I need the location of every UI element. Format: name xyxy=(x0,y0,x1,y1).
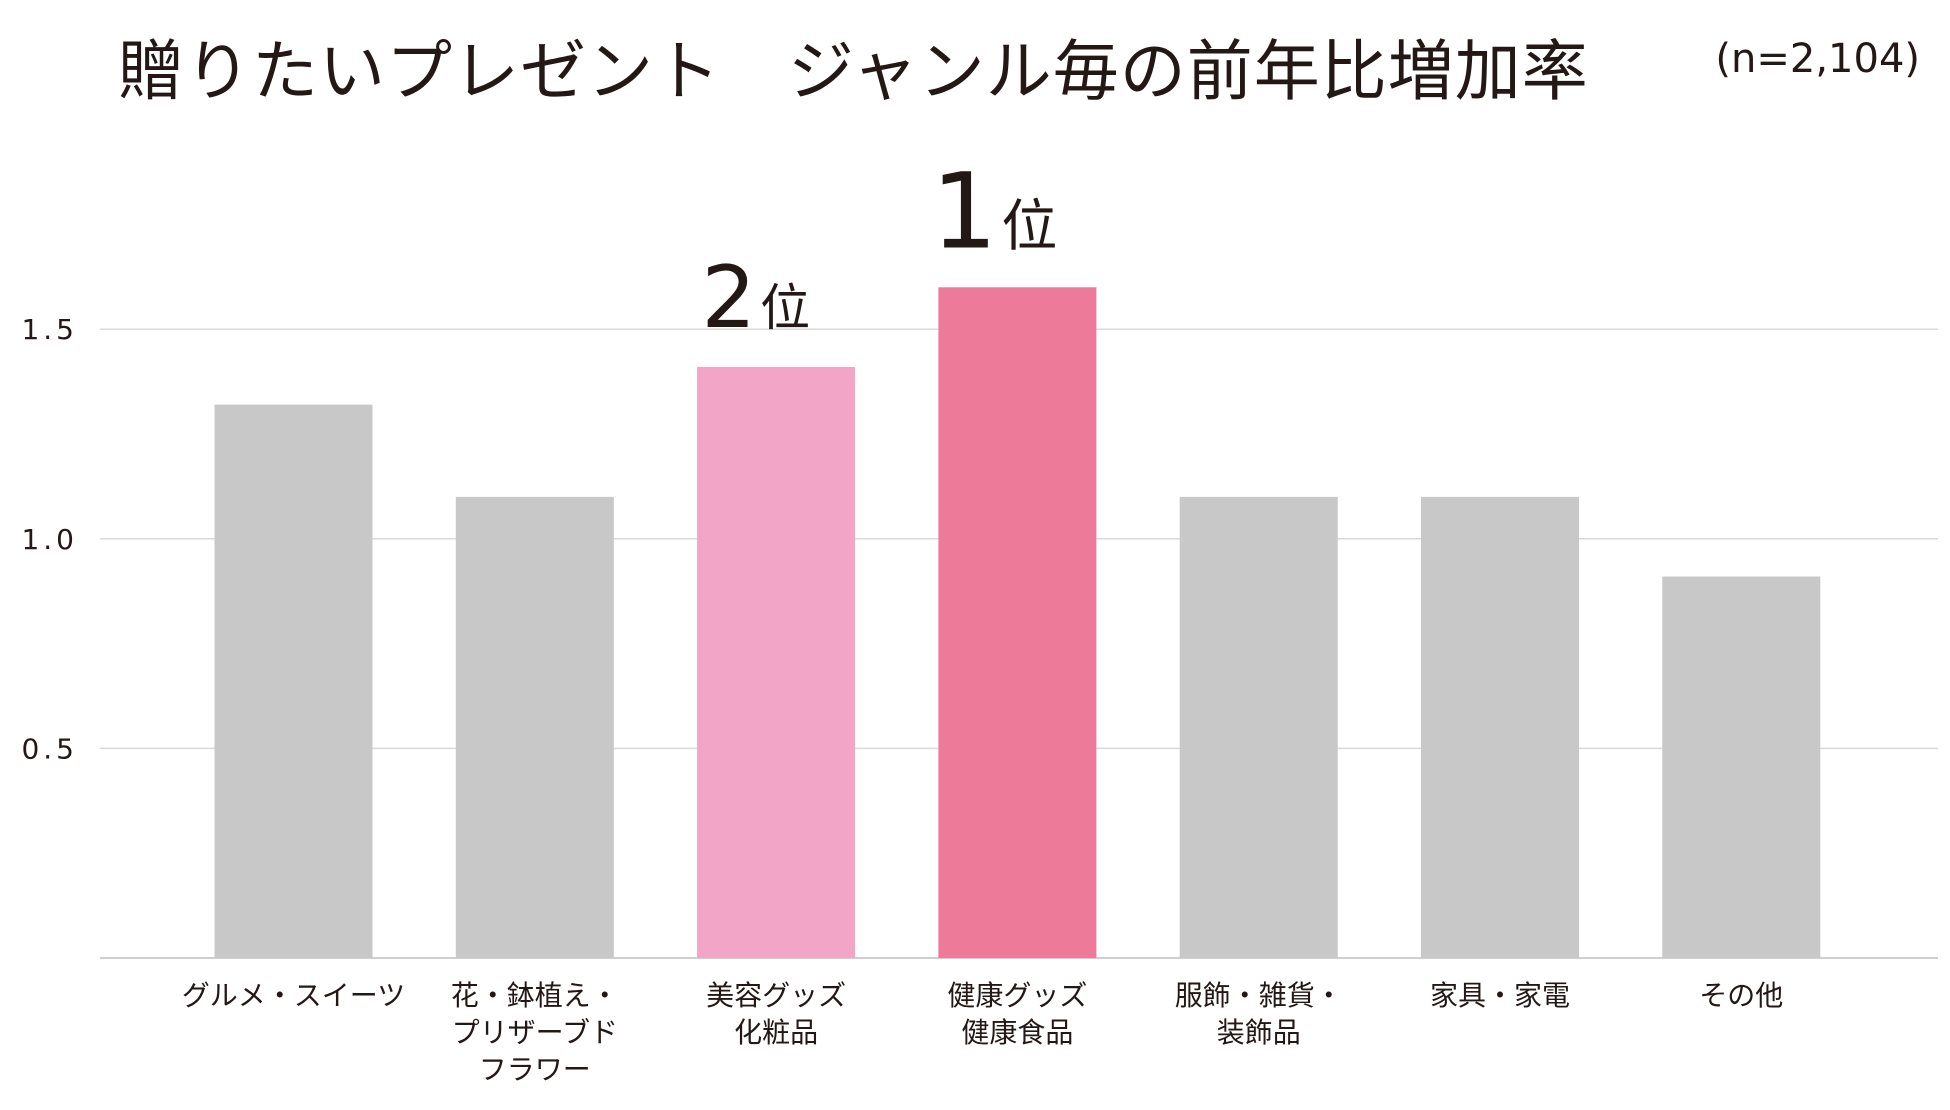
bar xyxy=(1662,576,1821,958)
x-tick-label: 家具・家電 xyxy=(1430,979,1570,1012)
bar xyxy=(697,366,856,959)
x-tick-label: 美容グッズ xyxy=(706,979,846,1012)
bar xyxy=(938,287,1097,958)
x-tick-label: 健康グッズ xyxy=(947,979,1087,1012)
x-tick-label: フラワー xyxy=(479,1053,591,1086)
rank-suffix: 位 xyxy=(1001,194,1057,259)
x-tick-label: その他 xyxy=(1699,979,1783,1012)
bar xyxy=(455,496,614,958)
x-tick-label: 花・鉢植え・ xyxy=(451,979,619,1012)
x-tick-label: プリザーブド xyxy=(452,1016,618,1049)
rank-number: 2 xyxy=(701,248,756,348)
bar xyxy=(1421,496,1579,958)
x-tick-label: 装飾品 xyxy=(1217,1016,1301,1049)
x-tick-label: 健康食品 xyxy=(961,1016,1073,1049)
y-tick-label: 0.5 xyxy=(21,732,78,765)
rank-number: 1 xyxy=(931,150,997,272)
bar xyxy=(214,404,373,958)
x-tick-label: 服飾・雑貨・ xyxy=(1175,979,1343,1012)
rank-suffix: 位 xyxy=(760,279,810,337)
chart-title: 贈りたいプレゼント ジャンル毎の前年比増加率 xyxy=(118,33,1589,110)
x-tick-label: グルメ・スイーツ xyxy=(182,979,405,1012)
bar xyxy=(1179,496,1338,958)
y-tick-label: 1.0 xyxy=(21,523,78,556)
sample-size-label: (n=2,104) xyxy=(1715,36,1920,82)
x-tick-label: 化粧品 xyxy=(734,1016,818,1049)
y-tick-label: 1.5 xyxy=(21,313,78,346)
